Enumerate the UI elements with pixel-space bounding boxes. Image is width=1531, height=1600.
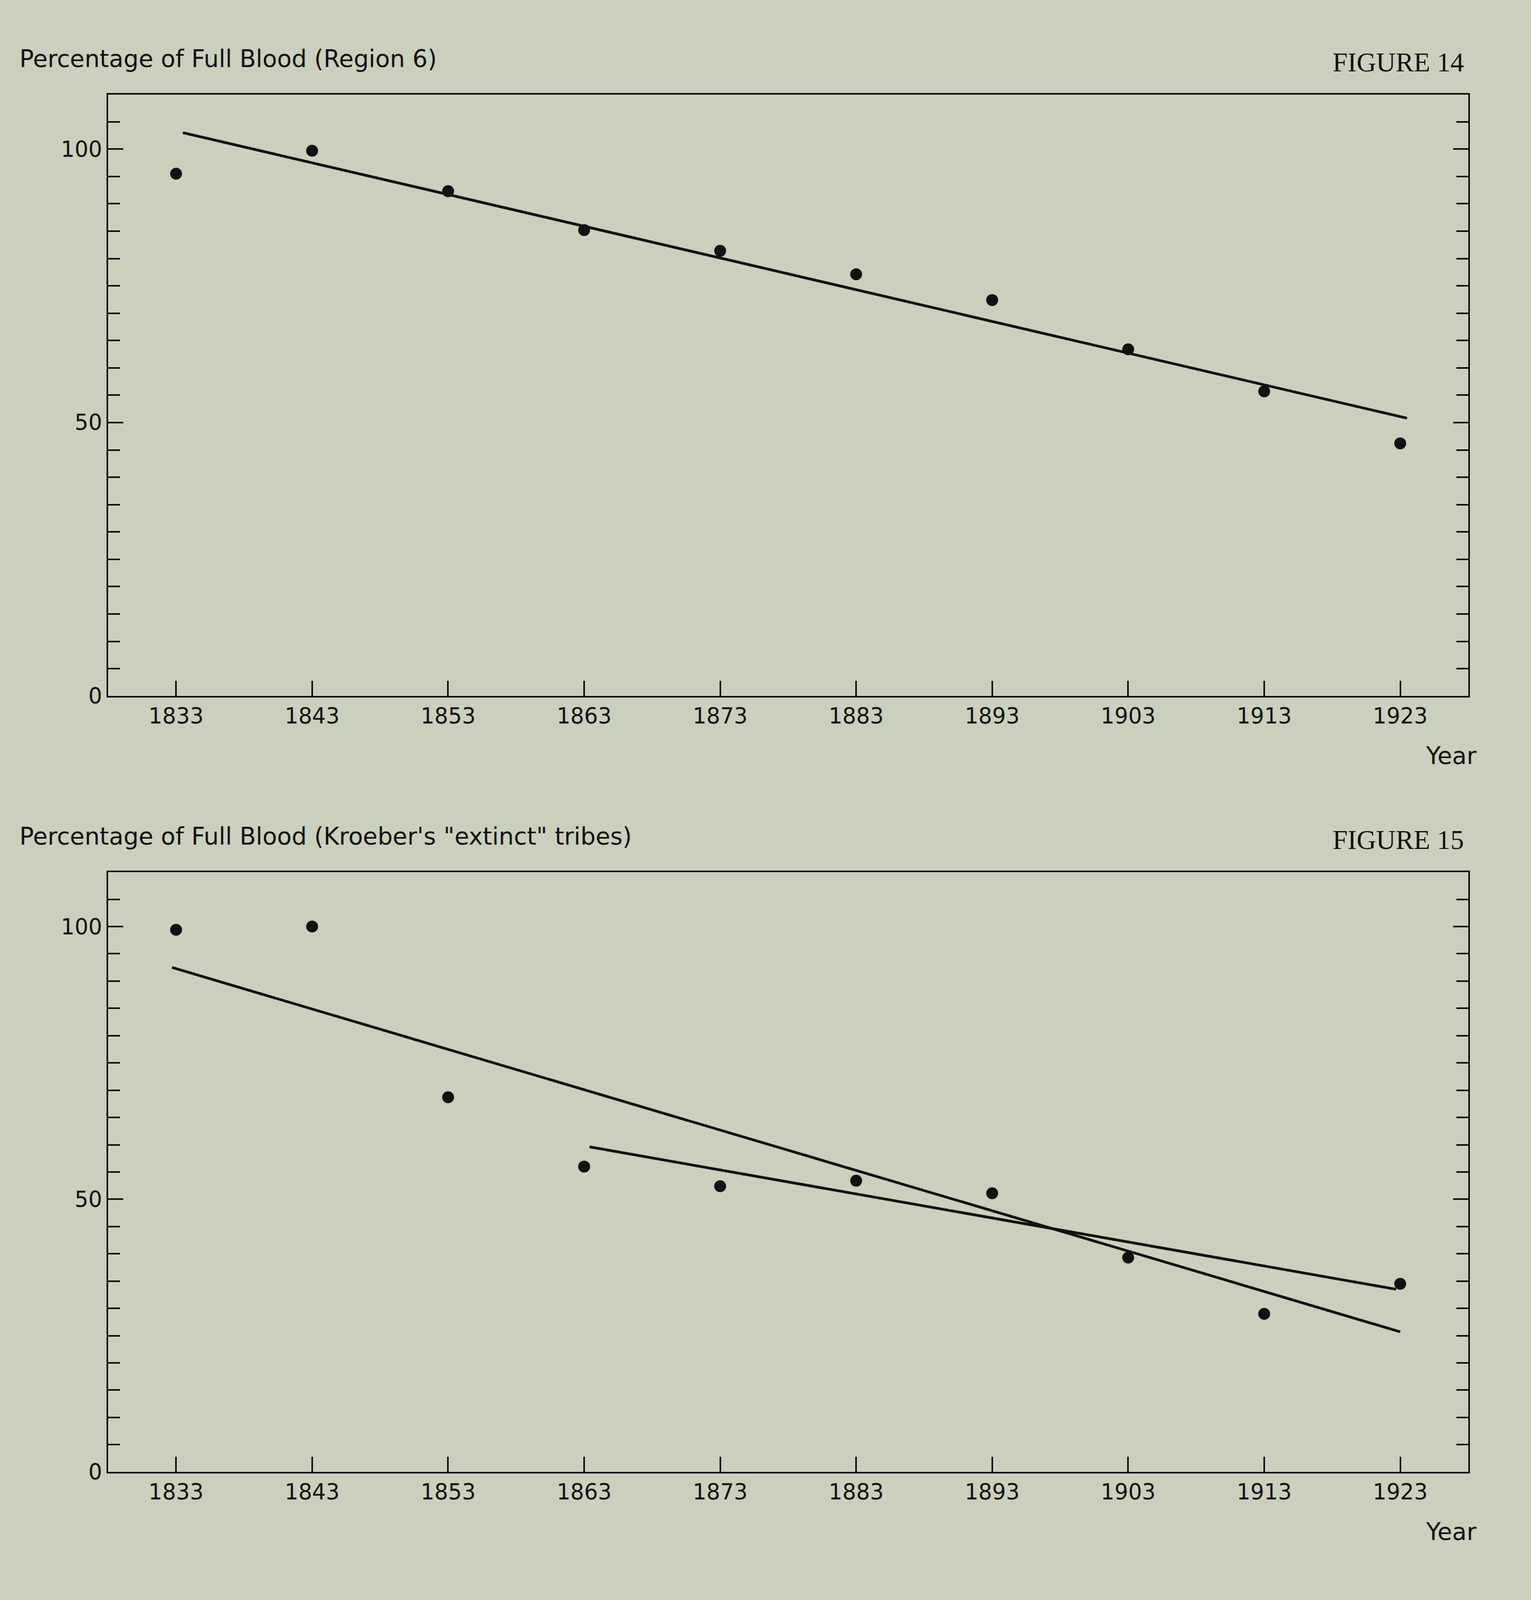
svg-text:1923: 1923	[1372, 1479, 1428, 1504]
svg-text:1853: 1853	[420, 703, 476, 729]
svg-text:1913: 1913	[1236, 1479, 1293, 1504]
svg-text:Year: Year	[1425, 741, 1477, 770]
svg-text:1883: 1883	[828, 1479, 884, 1504]
svg-text:1863: 1863	[556, 1479, 612, 1504]
svg-text:1883: 1883	[828, 703, 884, 729]
svg-text:Percentage of Full Blood (Regi: Percentage of Full Blood (Region 6)	[19, 44, 437, 73]
svg-text:1873: 1873	[692, 703, 748, 729]
svg-text:100: 100	[61, 136, 103, 162]
svg-text:1873: 1873	[692, 1479, 748, 1504]
svg-text:1903: 1903	[1100, 703, 1156, 729]
svg-text:50: 50	[74, 1186, 103, 1212]
svg-text:FIGURE 15: FIGURE 15	[1332, 824, 1464, 855]
svg-text:50: 50	[74, 409, 103, 435]
svg-text:FIGURE 14: FIGURE 14	[1332, 47, 1464, 78]
svg-text:1833: 1833	[148, 1479, 204, 1504]
svg-text:1853: 1853	[420, 1479, 476, 1504]
svg-text:1843: 1843	[284, 703, 340, 729]
svg-text:Percentage of Full Blood (Kroe: Percentage of Full Blood (Kroeber's "ext…	[19, 822, 632, 850]
svg-text:1913: 1913	[1236, 703, 1293, 729]
svg-text:Year: Year	[1425, 1517, 1477, 1546]
svg-text:1903: 1903	[1100, 1479, 1156, 1504]
svg-text:1893: 1893	[964, 1479, 1020, 1504]
svg-text:1923: 1923	[1372, 703, 1428, 729]
svg-text:100: 100	[61, 914, 103, 940]
svg-text:0: 0	[88, 683, 102, 709]
svg-text:1863: 1863	[556, 703, 612, 729]
svg-text:1893: 1893	[964, 703, 1020, 729]
svg-text:1843: 1843	[284, 1479, 340, 1504]
svg-text:1833: 1833	[148, 703, 204, 729]
svg-text:0: 0	[88, 1459, 102, 1484]
